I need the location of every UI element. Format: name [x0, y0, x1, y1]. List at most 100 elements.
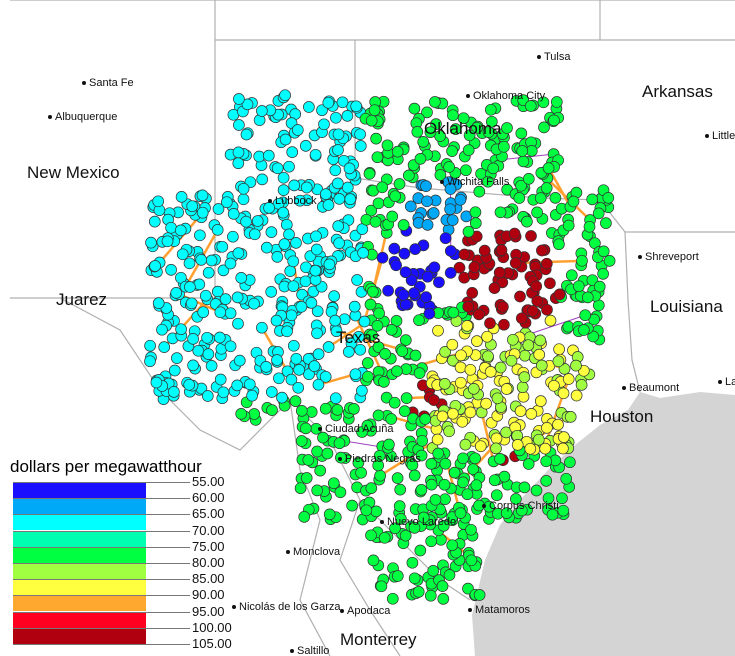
price-node: [406, 556, 419, 569]
price-node: [152, 195, 165, 208]
price-node: [302, 454, 315, 466]
price-node: [540, 182, 553, 194]
price-node: [235, 408, 248, 420]
price-node: [417, 136, 430, 148]
place-label: Juarez: [56, 290, 108, 309]
price-node: [603, 255, 616, 267]
price-node: [564, 456, 576, 469]
price-node: [515, 179, 527, 192]
legend-swatch: [13, 627, 146, 644]
price-node: [309, 264, 322, 277]
price-node: [579, 309, 592, 322]
price-node: [567, 195, 580, 208]
price-node: [227, 208, 240, 220]
price-node: [363, 167, 376, 180]
legend-swatch: [13, 498, 146, 515]
price-node: [469, 206, 482, 219]
price-node: [471, 121, 483, 134]
price-node: [481, 330, 493, 343]
price-node: [336, 96, 349, 109]
price-node: [553, 238, 565, 251]
price-node: [524, 100, 537, 112]
price-node: [464, 363, 477, 376]
price-node: [495, 244, 508, 256]
price-node: [260, 361, 273, 373]
price-node: [399, 529, 412, 542]
price-node: [548, 379, 560, 392]
price-node: [444, 267, 457, 279]
price-node: [248, 408, 261, 420]
price-node: [389, 190, 402, 203]
legend-tick: [13, 579, 190, 581]
price-node: [534, 334, 547, 347]
place-label: Ciudad Acuña: [318, 423, 394, 435]
price-node: [256, 321, 268, 334]
price-node: [232, 146, 245, 159]
legend-tick: [13, 644, 190, 645]
price-node: [446, 214, 459, 226]
place-label: Nicolás de los Garza: [232, 601, 341, 613]
price-node: [216, 240, 229, 253]
price-node: [421, 195, 433, 208]
price-node: [552, 355, 565, 368]
price-node: [212, 203, 225, 215]
price-node: [565, 269, 578, 282]
price-node: [331, 177, 344, 190]
price-node: [531, 295, 544, 307]
price-node: [535, 359, 548, 372]
legend-tick: [13, 546, 190, 548]
price-node: [280, 218, 293, 231]
price-node: [227, 230, 239, 243]
price-node: [287, 255, 300, 268]
price-node: [541, 303, 553, 316]
price-node: [388, 396, 401, 409]
price-node: [497, 301, 509, 313]
price-node: [260, 241, 273, 254]
legend-tick-label: 85.00: [192, 571, 225, 587]
price-node: [396, 345, 409, 358]
price-node: [532, 433, 545, 446]
price-node: [540, 455, 553, 468]
price-node: [308, 360, 321, 372]
price-node: [356, 384, 368, 397]
price-node: [256, 105, 268, 117]
price-node: [310, 243, 323, 256]
price-node: [498, 318, 510, 331]
place-label: Apodaca: [340, 605, 390, 617]
price-node: [455, 349, 467, 362]
legend-tick: [13, 514, 190, 516]
price-node: [399, 266, 412, 279]
price-node: [383, 438, 395, 451]
price-node: [231, 291, 244, 304]
price-node: [408, 102, 421, 115]
transmission-line: [480, 412, 495, 462]
price-node: [469, 217, 482, 229]
price-node: [461, 320, 474, 332]
price-node: [425, 535, 438, 548]
price-node: [248, 297, 260, 310]
price-node: [183, 257, 196, 270]
price-node: [438, 478, 451, 491]
price-node: [399, 334, 412, 346]
legend-swatch: [13, 595, 146, 612]
price-node: [457, 476, 469, 489]
price-node: [471, 335, 483, 347]
price-node: [287, 280, 300, 293]
price-node: [217, 386, 230, 399]
place-label: Arkansas: [642, 82, 713, 101]
price-node: [382, 284, 394, 297]
price-node: [311, 445, 323, 458]
price-node: [515, 312, 528, 325]
price-node: [352, 330, 365, 343]
price-node: [570, 359, 582, 372]
price-node: [432, 447, 445, 460]
price-node: [365, 482, 378, 494]
price-node: [394, 483, 407, 496]
legend-tick-label: 90.00: [192, 587, 225, 603]
price-node: [521, 215, 533, 228]
price-node: [321, 447, 334, 460]
price-node: [332, 128, 345, 141]
price-node: [185, 297, 198, 310]
price-node: [374, 469, 386, 482]
